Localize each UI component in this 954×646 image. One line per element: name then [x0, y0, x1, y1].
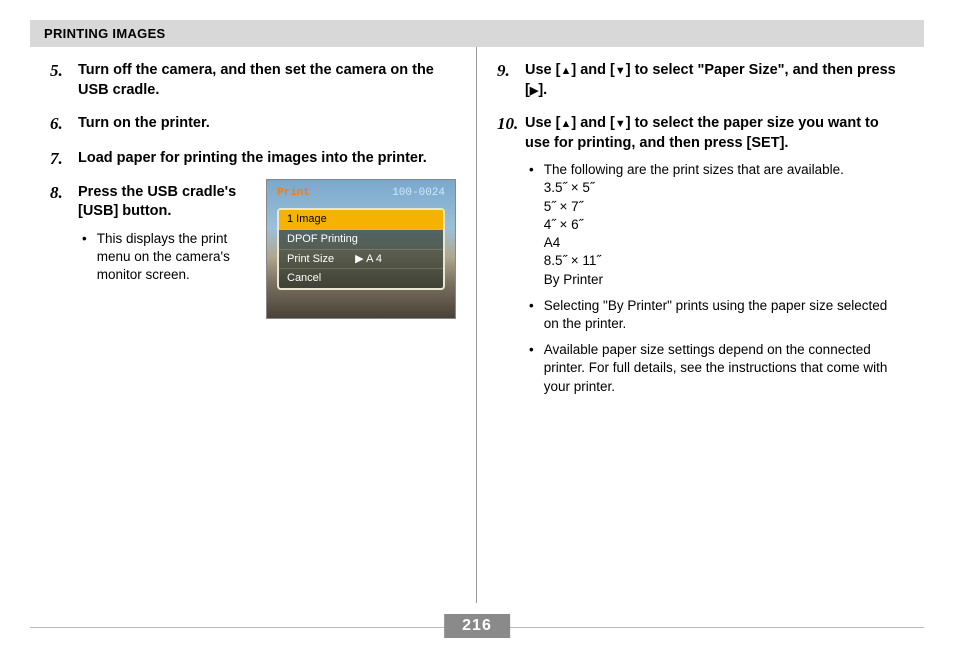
menu-row-1image: 1 Image: [279, 210, 443, 230]
bullet-text: The following are the print sizes that a…: [544, 161, 904, 289]
print-menu-label: Print: [277, 186, 310, 201]
step-body: Press the USB cradle's [USB] button. Thi…: [78, 183, 456, 319]
menu-row-cancel: Cancel: [279, 269, 443, 288]
step-body: Use [▲] and [▼] to select the paper size…: [525, 114, 904, 404]
step-title: Use [▲] and [▼] to select "Paper Size", …: [525, 62, 896, 98]
print-menu-id: 100-0024: [392, 186, 445, 201]
step-title: Load paper for printing the images into …: [78, 150, 427, 166]
step-number: 7.: [50, 149, 78, 169]
list-item: This displays the print menu on the came…: [78, 230, 254, 285]
step-body: Turn on the printer.: [78, 114, 456, 134]
up-arrow-icon: ▲: [560, 64, 571, 79]
page-footer: 216: [30, 627, 924, 628]
list-item: Selecting "By Printer" prints using the …: [525, 297, 904, 333]
up-arrow-icon: ▲: [560, 117, 571, 132]
step-number: 9.: [497, 61, 525, 100]
step-number: 5.: [50, 61, 78, 100]
footer-rule: 216: [30, 627, 924, 628]
print-menu-screenshot: Print 100-0024 1 Image DPOF Printing Pri…: [266, 179, 456, 319]
step-10: 10. Use [▲] and [▼] to select the paper …: [497, 114, 904, 404]
step-8: 8. Press the USB cradle's [USB] button. …: [50, 183, 456, 319]
bullet-text: Selecting "By Printer" prints using the …: [544, 297, 904, 333]
bullet-text: Available paper size settings depend on …: [544, 341, 904, 396]
step-title: Use [▲] and [▼] to select the paper size…: [525, 115, 879, 151]
step-title: Turn on the printer.: [78, 115, 210, 131]
step-number: 8.: [50, 183, 78, 319]
step-number: 10.: [497, 114, 525, 404]
step10-bullets: The following are the print sizes that a…: [525, 161, 904, 396]
page: PRINTING IMAGES 5. Turn off the camera, …: [30, 20, 924, 626]
menu-row-dpof: DPOF Printing: [279, 230, 443, 250]
step-title: Press the USB cradle's [USB] button.: [78, 184, 236, 220]
step-6: 6. Turn on the printer.: [50, 114, 456, 134]
left-column: 5. Turn off the camera, and then set the…: [30, 47, 477, 603]
down-arrow-icon: ▼: [615, 64, 626, 79]
step8-bullets: This displays the print menu on the came…: [78, 230, 254, 285]
down-arrow-icon: ▼: [615, 117, 626, 132]
content-columns: 5. Turn off the camera, and then set the…: [30, 47, 924, 603]
step-body: Use [▲] and [▼] to select "Paper Size", …: [525, 61, 904, 100]
section-header: PRINTING IMAGES: [30, 20, 924, 47]
right-column: 9. Use [▲] and [▼] to select "Paper Size…: [477, 47, 924, 603]
page-number: 216: [444, 614, 510, 638]
print-menu-box: 1 Image DPOF Printing Print Size ▶ A 4 C…: [277, 208, 445, 290]
step-9: 9. Use [▲] and [▼] to select "Paper Size…: [497, 61, 904, 100]
bullet-text: This displays the print menu on the came…: [97, 230, 254, 285]
menu-row-value: ▶ A 4: [355, 253, 382, 265]
step8-text: Press the USB cradle's [USB] button. Thi…: [78, 183, 254, 319]
print-menu-header: Print 100-0024: [277, 186, 445, 201]
menu-row-print-size: Print Size ▶ A 4: [279, 250, 443, 270]
step-title: Turn off the camera, and then set the ca…: [78, 62, 434, 98]
right-arrow-icon: ▶: [355, 252, 363, 267]
list-item: The following are the print sizes that a…: [525, 161, 904, 289]
list-item: Available paper size settings depend on …: [525, 341, 904, 396]
step-7: 7. Load paper for printing the images in…: [50, 149, 456, 169]
step-body: Turn off the camera, and then set the ca…: [78, 61, 456, 100]
section-title: PRINTING IMAGES: [44, 26, 166, 41]
step-5: 5. Turn off the camera, and then set the…: [50, 61, 456, 100]
step-body: Load paper for printing the images into …: [78, 149, 456, 169]
paper-sizes-list: 3.5˝ × 5˝ 5˝ × 7˝ 4˝ × 6˝ A4 8.5˝ × 11˝ …: [544, 179, 904, 288]
step-number: 6.: [50, 114, 78, 134]
